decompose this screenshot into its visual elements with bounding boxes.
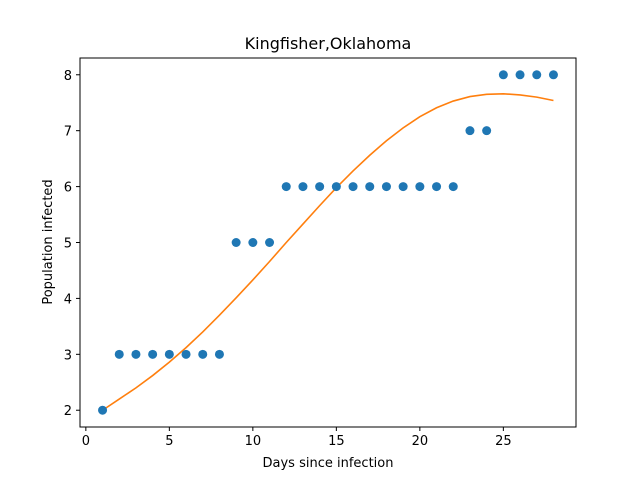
data-point <box>164 349 174 359</box>
data-point <box>231 238 241 247</box>
x-tick-label: 0 <box>82 434 90 449</box>
data-point <box>465 126 475 136</box>
data-point <box>415 182 425 192</box>
data-point <box>315 182 325 192</box>
y-axis: 2 3 4 5 6 7 8 <box>64 69 80 419</box>
y-tick-label: 3 <box>64 348 72 363</box>
data-point <box>298 182 308 192</box>
data-point <box>548 70 558 80</box>
plot-frame <box>79 57 577 428</box>
data-point <box>482 126 492 136</box>
data-point <box>114 349 124 359</box>
data-point <box>198 349 208 359</box>
y-tick-label: 8 <box>64 69 72 84</box>
plot-area <box>79 57 577 428</box>
data-point <box>131 349 141 359</box>
data-point <box>281 182 291 192</box>
scatter-series <box>98 70 558 415</box>
y-tick-label: 6 <box>64 181 72 196</box>
data-point <box>331 182 341 192</box>
x-axis: 0 5 10 15 20 25 <box>82 427 512 449</box>
y-tick-label: 7 <box>64 125 72 140</box>
data-point <box>265 238 275 247</box>
data-point <box>532 70 542 80</box>
data-point <box>381 182 391 192</box>
chart-title: Kingfisher,Oklahoma <box>245 34 412 53</box>
x-tick-label: 5 <box>165 434 173 449</box>
y-tick-label: 2 <box>64 404 72 419</box>
data-point <box>365 182 375 192</box>
x-tick-label: 10 <box>245 434 262 449</box>
x-tick-label: 25 <box>495 434 512 449</box>
data-point <box>515 70 525 80</box>
data-point <box>248 238 258 247</box>
x-tick-label: 20 <box>412 434 429 449</box>
data-point <box>448 182 458 192</box>
data-point <box>398 182 408 192</box>
y-axis-label: Population infected <box>41 179 56 304</box>
x-axis-label: Days since infection <box>263 456 394 471</box>
data-point <box>181 349 191 359</box>
data-point <box>148 349 158 359</box>
data-point <box>98 405 108 415</box>
y-tick-label: 5 <box>64 237 72 252</box>
data-point <box>348 182 358 192</box>
fit-line <box>102 92 554 411</box>
data-point <box>498 70 508 80</box>
fit-line-series <box>102 92 554 411</box>
y-tick-label: 4 <box>64 292 72 307</box>
data-point <box>432 182 442 192</box>
x-tick-label: 15 <box>328 434 345 449</box>
data-point <box>214 349 224 359</box>
